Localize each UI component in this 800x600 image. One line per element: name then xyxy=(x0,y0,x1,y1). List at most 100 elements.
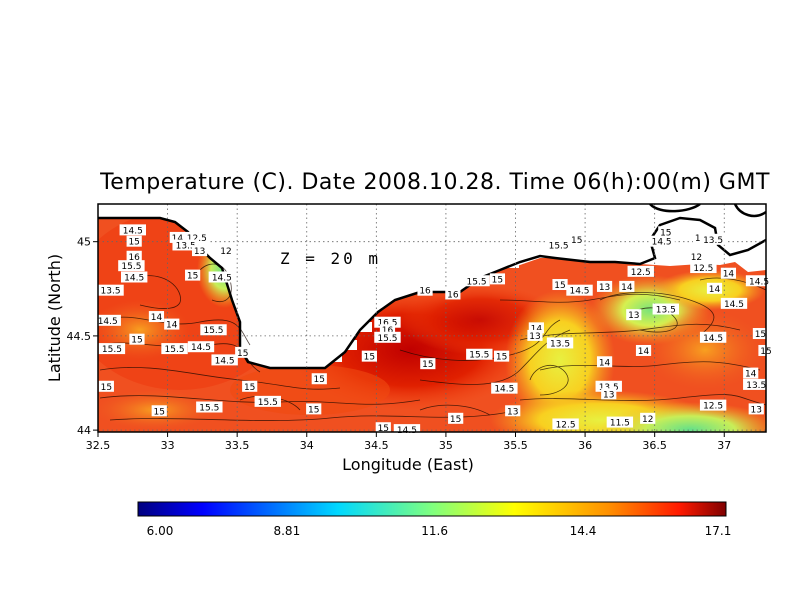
contour-label: 13 xyxy=(603,390,614,400)
contour-label-box xyxy=(635,344,652,356)
contour-label-box xyxy=(596,280,613,292)
contour-label-box xyxy=(505,405,521,417)
contour-label: 15 xyxy=(128,238,139,248)
contour-label-box xyxy=(466,348,493,360)
contour-label-box xyxy=(720,297,748,309)
contour-label: 15 xyxy=(422,360,433,370)
contour-label-box xyxy=(552,418,579,430)
contour-label: 15 xyxy=(244,383,255,393)
contour-label: 14.5 xyxy=(98,317,118,327)
contour-label: 15.5 xyxy=(165,345,185,355)
contour-label: 15 xyxy=(496,353,507,363)
contour-label-box xyxy=(552,279,568,291)
contour-label-box xyxy=(648,235,675,247)
x-tick-label: 32.5 xyxy=(86,439,111,452)
contour-label: 14.5 xyxy=(397,426,417,436)
depth-label: Z = 20 m xyxy=(280,249,381,268)
contour-label-box xyxy=(720,267,737,279)
x-tick-label: 34 xyxy=(300,439,314,452)
contour-label-box xyxy=(374,316,401,328)
contour-label-box xyxy=(393,424,421,436)
contour-label-box xyxy=(97,284,124,296)
contour-label: 13 xyxy=(599,283,610,293)
contour-label: 12.5 xyxy=(556,420,576,430)
colorbar-tick-label: 14.4 xyxy=(570,524,597,538)
contour-label-box xyxy=(361,350,377,362)
contour-label-box xyxy=(126,235,142,247)
contour-label-box xyxy=(699,233,727,245)
contour-label: 13.5 xyxy=(746,381,766,391)
contour-label: 12 xyxy=(691,253,702,263)
contour-label-box xyxy=(699,331,727,343)
contour-label-box xyxy=(208,271,236,283)
colorbar xyxy=(137,501,727,517)
contour-label-box xyxy=(652,303,679,315)
contour-label-box xyxy=(493,350,510,362)
contour-label: 14.5 xyxy=(703,334,723,344)
contour-label: 14.5 xyxy=(212,273,232,283)
contour-label-box xyxy=(627,265,654,277)
colorbar-tick-label: 11.6 xyxy=(421,524,448,538)
contour-label-box xyxy=(417,284,433,296)
contour-label: 14.5 xyxy=(215,356,235,366)
contour-label-box xyxy=(98,380,114,392)
contour-label: 14 xyxy=(709,285,721,295)
y-tick-label: 44.5 xyxy=(67,330,92,343)
x-tick-label: 33 xyxy=(161,439,175,452)
contour-label: 15 xyxy=(492,275,503,285)
contour-label: 13.5 xyxy=(703,236,723,246)
grid-lines xyxy=(98,204,766,432)
contour-label-box xyxy=(752,328,769,340)
contour-label-box xyxy=(601,388,617,400)
contour-label-box xyxy=(606,416,634,428)
chart-title: Temperature (C). Date 2008.10.28. Time 0… xyxy=(100,170,770,195)
x-tick-label: 36.5 xyxy=(642,439,667,452)
contour-label-box xyxy=(448,412,464,424)
contour-label-box xyxy=(183,231,211,243)
contour-label-box xyxy=(242,380,258,392)
contour-label-box xyxy=(463,275,490,287)
contour-label-box xyxy=(445,288,461,300)
contour-label-box xyxy=(169,231,185,243)
contour-label-box xyxy=(706,282,723,294)
contour-label: 15.5 xyxy=(469,351,489,361)
contour-label-box xyxy=(743,378,770,390)
contour-label-box xyxy=(200,324,227,336)
contour-label: 13.5 xyxy=(656,306,676,316)
contour-label-box xyxy=(235,346,251,358)
contour-label: 16 xyxy=(419,287,431,297)
x-axis-label: Longitude (East) xyxy=(342,455,474,474)
contour-label: 14 xyxy=(723,270,735,280)
x-axis-ticks: 32.5 33 33.5 34 34.5 35 35.5 36 36.5 37 xyxy=(86,432,731,452)
contour-label: 16 xyxy=(128,253,140,263)
contour-label: 14.5 xyxy=(494,385,514,395)
contour-label: 14.5 xyxy=(652,238,672,248)
y-axis-label: Latitude (North) xyxy=(45,254,64,382)
contour-label: 15.5 xyxy=(203,326,223,336)
contour-label: 13 xyxy=(507,407,518,417)
contour-label: 13 xyxy=(194,247,205,257)
contour-label-box xyxy=(595,380,622,392)
contour-label: 16 xyxy=(382,326,394,336)
contour-label-box xyxy=(196,401,223,413)
contour-label-box xyxy=(151,405,167,417)
contour-label: 14 xyxy=(172,234,184,244)
contour-label-box xyxy=(489,273,506,285)
contour-label-box xyxy=(218,245,234,257)
contour-label-box xyxy=(545,239,572,251)
contour-label: 14 xyxy=(151,313,163,323)
contour-label-box xyxy=(379,324,396,336)
contour-label: 15 xyxy=(154,407,165,417)
contour-label-box xyxy=(491,382,518,394)
contour-label-box xyxy=(187,341,215,353)
plot-frame xyxy=(97,203,767,433)
contour-label: 15.5 xyxy=(102,345,122,355)
contour-label: 12.5 xyxy=(693,264,713,274)
contour-label: 13.5 xyxy=(176,241,196,251)
x-tick-label: 35.5 xyxy=(503,439,528,452)
y-tick-label: 45 xyxy=(77,236,91,249)
contour-label-box xyxy=(658,226,674,238)
contour-label-box xyxy=(98,343,126,355)
contour-label-box xyxy=(254,395,281,407)
